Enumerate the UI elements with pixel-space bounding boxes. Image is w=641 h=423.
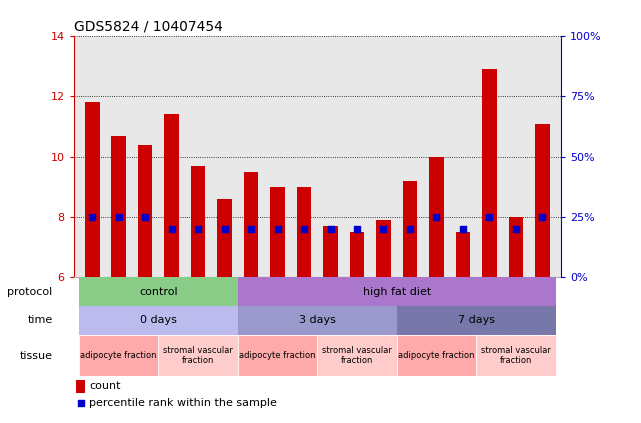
Bar	[297, 187, 312, 277]
Point	[511, 226, 521, 233]
Bar	[429, 157, 444, 277]
Point	[87, 214, 97, 220]
Bar	[323, 226, 338, 277]
Bar	[164, 115, 179, 277]
Text: tissue: tissue	[19, 351, 53, 360]
Bar	[244, 172, 258, 277]
Text: GDS5824 / 10407454: GDS5824 / 10407454	[74, 19, 222, 33]
Text: stromal vascular
fraction: stromal vascular fraction	[322, 346, 392, 365]
Point	[352, 226, 362, 233]
Bar	[317, 335, 397, 376]
Bar	[238, 335, 317, 376]
Bar	[482, 69, 497, 277]
Point	[167, 226, 177, 233]
Text: adipocyte fraction: adipocyte fraction	[398, 351, 475, 360]
Bar	[138, 145, 153, 277]
Bar	[79, 277, 238, 306]
Point	[193, 226, 203, 233]
Text: stromal vascular
fraction: stromal vascular fraction	[163, 346, 233, 365]
Point	[299, 226, 309, 233]
Bar	[79, 335, 158, 376]
Bar	[376, 220, 391, 277]
Point	[140, 214, 151, 220]
Bar	[535, 124, 549, 277]
Text: stromal vascular
fraction: stromal vascular fraction	[481, 346, 551, 365]
Bar	[238, 277, 556, 306]
Bar	[350, 232, 364, 277]
Text: count: count	[89, 381, 121, 391]
Text: 3 days: 3 days	[299, 316, 336, 325]
Point	[405, 226, 415, 233]
Bar	[158, 335, 238, 376]
Point	[484, 214, 494, 220]
Bar	[508, 217, 523, 277]
Text: high fat diet: high fat diet	[363, 287, 431, 297]
Bar	[76, 380, 85, 393]
Text: control: control	[139, 287, 178, 297]
Bar	[238, 306, 397, 335]
Point	[378, 226, 388, 233]
Text: percentile rank within the sample: percentile rank within the sample	[89, 398, 277, 408]
Point	[326, 226, 336, 233]
Point	[374, 322, 385, 329]
Bar	[271, 187, 285, 277]
Bar	[397, 335, 476, 376]
Point	[246, 226, 256, 233]
Text: time: time	[28, 316, 53, 325]
Bar	[79, 306, 238, 335]
Text: 7 days: 7 days	[458, 316, 495, 325]
Point	[272, 226, 283, 233]
Bar	[217, 199, 232, 277]
Bar	[476, 335, 556, 376]
Bar	[397, 306, 556, 335]
Bar	[456, 232, 470, 277]
Bar	[112, 136, 126, 277]
Point	[458, 226, 468, 233]
Text: adipocyte fraction: adipocyte fraction	[239, 351, 316, 360]
Point	[431, 214, 442, 220]
Point	[537, 214, 547, 220]
Point	[113, 214, 124, 220]
Point	[219, 226, 229, 233]
Text: adipocyte fraction: adipocyte fraction	[81, 351, 157, 360]
Bar	[191, 166, 205, 277]
Bar	[403, 181, 417, 277]
Text: 0 days: 0 days	[140, 316, 177, 325]
Text: protocol: protocol	[7, 287, 53, 297]
Bar	[85, 102, 99, 277]
